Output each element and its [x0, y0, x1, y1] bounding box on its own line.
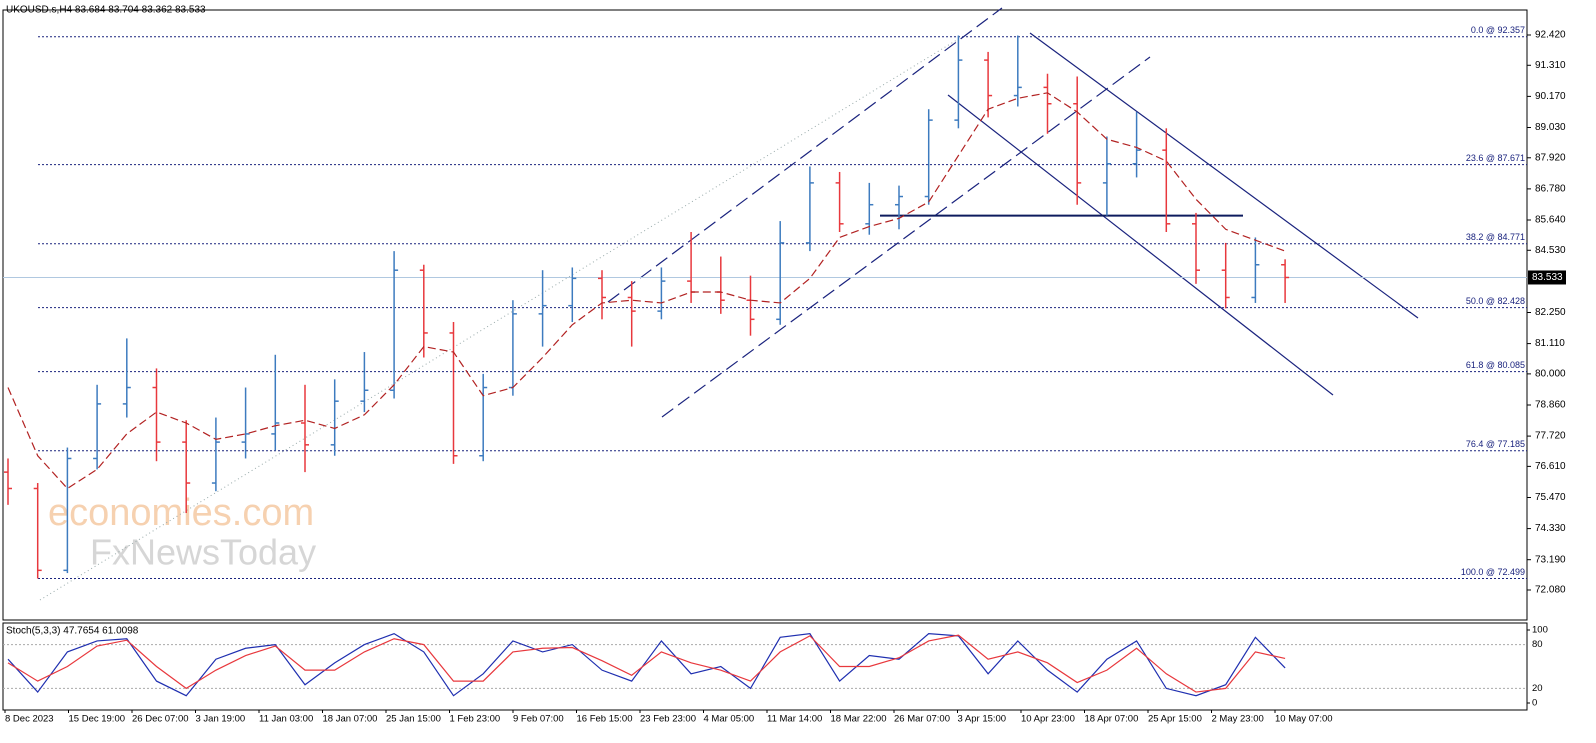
y-tick-label: 85.640: [1535, 215, 1566, 226]
y-tick-label: 89.030: [1535, 122, 1566, 133]
stoch-tick-label: 20: [1532, 683, 1543, 694]
y-tick-label: 84.530: [1535, 245, 1566, 256]
x-tick-label: 25 Jan 15:00: [386, 714, 441, 725]
y-tick-label: 80.000: [1535, 369, 1566, 380]
y-tick-label: 92.420: [1535, 30, 1566, 41]
x-tick-label: 3 Apr 15:00: [958, 714, 1007, 725]
x-tick-label: 9 Feb 07:00: [513, 714, 564, 725]
watermark: economies.com: [48, 492, 314, 534]
y-tick-label: 91.310: [1535, 60, 1566, 71]
x-tick-label: 26 Mar 07:00: [894, 714, 950, 725]
x-tick-label: 16 Feb 15:00: [577, 714, 633, 725]
x-tick-label: 8 Dec 2023: [5, 714, 54, 725]
stoch-line: [7, 634, 1286, 693]
x-tick-label: 18 Apr 07:00: [1085, 714, 1139, 725]
watermark: FxNewsToday: [90, 532, 316, 573]
stoch-panel: [2, 622, 1528, 711]
fib-label: 76.4 @ 77.185: [1466, 439, 1525, 449]
x-tick-label: 15 Dec 19:00: [69, 714, 126, 725]
fib-label: 50.0 @ 82.428: [1466, 296, 1525, 306]
stoch-line: [7, 632, 1286, 697]
x-tick-label: 18 Jan 07:00: [323, 714, 378, 725]
channel-upper: [607, 7, 1003, 303]
current-price-box: [1528, 270, 1566, 285]
x-tick-label: 1 Feb 23:00: [450, 714, 501, 725]
x-tick-label: 18 Mar 22:00: [831, 714, 887, 725]
down-channel-lower: [947, 94, 1334, 396]
fib-label: 0.0 @ 92.357: [1471, 25, 1525, 35]
y-tick-label: 86.780: [1535, 184, 1566, 195]
fib-label: 23.6 @ 87.671: [1466, 153, 1525, 163]
current-price-label: 83.533: [1532, 272, 1563, 283]
x-tick-label: 10 Apr 23:00: [1021, 714, 1075, 725]
x-tick-label: 10 May 07:00: [1275, 714, 1333, 725]
y-tick-label: 72.080: [1535, 585, 1566, 596]
channel-lower: [661, 56, 1151, 418]
y-tick-label: 87.920: [1535, 152, 1566, 163]
fib-label: 61.8 @ 80.085: [1466, 360, 1525, 370]
y-tick-label: 77.720: [1535, 431, 1566, 442]
x-tick-label: 3 Jan 19:00: [196, 714, 246, 725]
down-channel-upper: [1029, 32, 1419, 319]
y-tick-label: 73.190: [1535, 554, 1566, 565]
x-tick-label: 25 Apr 15:00: [1148, 714, 1202, 725]
channel-lines: [39, 7, 1419, 601]
y-tick-label: 90.170: [1535, 91, 1566, 102]
x-tick-label: 23 Feb 23:00: [640, 714, 696, 725]
moving-average: [7, 92, 1286, 490]
y-tick-label: 75.470: [1535, 492, 1566, 503]
stoch-tick-label: 0: [1532, 698, 1537, 709]
y-tick-label: 74.330: [1535, 523, 1566, 534]
price-panel: [2, 9, 1528, 621]
stoch-title: Stoch(5,3,3) 47.7654 61.0098: [6, 626, 139, 637]
x-tick-label: 11 Jan 03:00: [259, 714, 313, 725]
x-tick-label: 2 May 23:00: [1212, 714, 1264, 725]
y-tick-label: 81.110: [1535, 338, 1565, 349]
x-tick-label: 26 Dec 07:00: [132, 714, 189, 725]
stoch-tick-label: 100: [1532, 625, 1548, 636]
chart-title: UKOUSD.s,H4 83.684 83.704 83.362 83.533: [6, 5, 206, 16]
y-tick-label: 78.860: [1535, 400, 1566, 411]
y-tick-label: 76.610: [1535, 461, 1566, 472]
fib-label: 100.0 @ 72.499: [1461, 567, 1525, 577]
fib-label: 38.2 @ 84.771: [1466, 232, 1525, 242]
stoch-tick-label: 80: [1532, 639, 1543, 650]
x-tick-label: 11 Mar 14:00: [767, 714, 822, 725]
y-tick-label: 82.250: [1535, 307, 1566, 318]
x-tick-label: 4 Mar 05:00: [704, 714, 755, 725]
